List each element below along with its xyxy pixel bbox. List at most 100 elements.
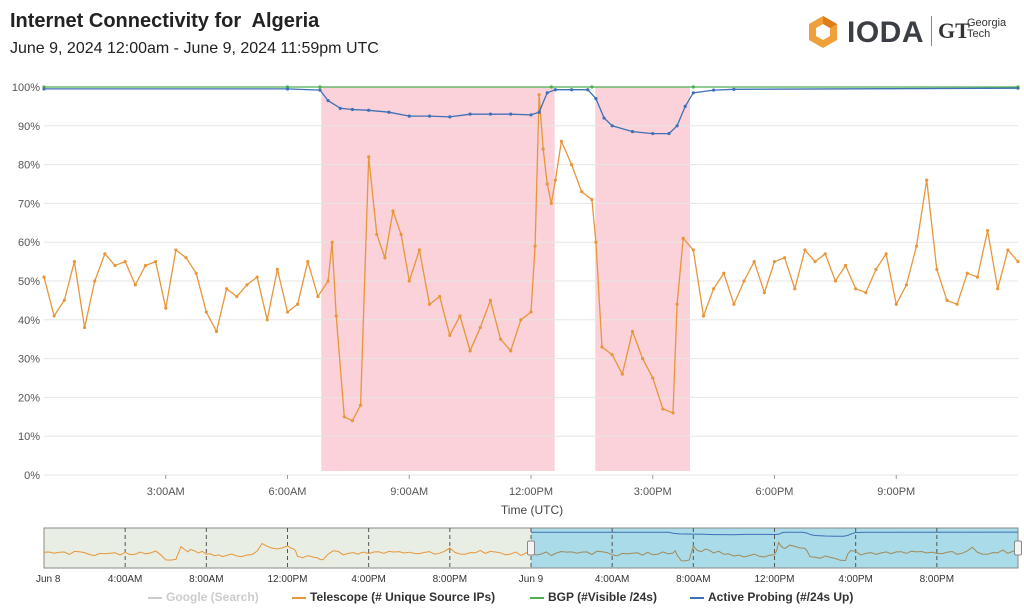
x-tick-label: 3:00PM — [634, 486, 672, 498]
data-point-telescope — [985, 228, 990, 233]
legend-item-telescope[interactable]: Telescope (# Unique Source IPs) — [292, 590, 495, 604]
data-point-telescope — [712, 287, 716, 291]
data-point-telescope — [641, 357, 645, 361]
data-point-telescope — [1006, 248, 1010, 252]
page-subtitle: June 9, 2024 12:00am - June 9, 2024 11:5… — [10, 40, 379, 57]
overview-handles — [527, 540, 1022, 556]
legend-label: Google (Search) — [166, 590, 259, 604]
data-point-active_probing — [691, 91, 695, 95]
data-point-telescope — [478, 325, 482, 330]
data-point-active_probing — [683, 104, 687, 108]
data-point-telescope — [772, 260, 777, 264]
overview-tick-label: 4:00AM — [108, 574, 142, 585]
data-point-active_probing — [732, 87, 736, 91]
legend-label: Active Probing (#/24s Up) — [708, 590, 854, 604]
main-chart[interactable]: 0% 10% 20% 30% 40% 50% 60% 70% 80% 90% 100% 3:00AM… — [0, 0, 1024, 525]
data-point-telescope — [103, 252, 107, 256]
data-point-active_probing — [350, 107, 355, 112]
data-point-active_probing — [545, 91, 549, 95]
data-point-telescope — [316, 294, 320, 299]
data-point-telescope — [651, 376, 655, 380]
data-point-telescope — [427, 302, 432, 306]
data-point-telescope — [399, 232, 403, 237]
alert-band-1 — [595, 87, 690, 471]
y-tick-label: 20% — [18, 392, 40, 404]
data-point-telescope — [553, 178, 557, 182]
data-point-telescope — [843, 263, 848, 268]
data-point-telescope — [391, 209, 395, 213]
y-axis-labels: 0% 10% 20% 30% 40% 50% 60% 70% 80% 90% 100% — [12, 82, 40, 482]
data-point-telescope — [358, 403, 363, 407]
data-point-telescope — [742, 279, 746, 283]
legend-item-bgp[interactable]: BGP (#Visible /24s) — [530, 590, 657, 604]
data-point-active_probing — [1016, 86, 1020, 90]
x-tick-label: 6:00PM — [756, 486, 794, 498]
data-point-telescope — [255, 275, 259, 279]
data-point-active_probing — [285, 87, 290, 91]
data-point-telescope — [1016, 260, 1020, 264]
legend-item-active_probing[interactable]: Active Probing (#/24s Up) — [690, 590, 853, 604]
overview-tick-label: 8:00PM — [433, 574, 467, 585]
overview-axis-labels: Jun 8 4:00AM 8:00AM 12:00PM 4:00PM 8:00PM Jun … — [36, 574, 954, 585]
data-point-telescope — [326, 279, 330, 283]
y-tick-label: 90% — [18, 121, 40, 133]
data-point-telescope — [448, 333, 452, 337]
logo-separator — [931, 16, 932, 46]
overview-tick-label: 4:00PM — [838, 574, 872, 585]
data-point-telescope — [975, 275, 980, 279]
overview-right-handle[interactable] — [1014, 540, 1022, 556]
data-point-active_probing — [675, 124, 679, 128]
data-point-telescope — [350, 419, 355, 423]
data-point-telescope — [417, 248, 421, 252]
data-point-telescope — [42, 275, 46, 279]
data-point-active_probing — [537, 110, 541, 114]
data-point-telescope — [498, 337, 503, 341]
data-point-telescope — [549, 201, 553, 205]
ioda-logo[interactable]: IODA GT Georgia Tech — [805, 12, 1015, 52]
data-point-telescope — [661, 407, 665, 411]
overview-tick-label: 8:00AM — [189, 574, 223, 585]
data-point-telescope — [965, 271, 969, 275]
x-axis-title: Time (UTC) — [501, 503, 563, 517]
data-point-active_probing — [569, 88, 574, 92]
legend-label: BGP (#Visible /24s) — [548, 590, 657, 604]
data-point-telescope — [762, 291, 766, 295]
data-point-telescope — [62, 298, 66, 302]
data-point-telescope — [691, 248, 695, 252]
alert-bands — [321, 87, 690, 471]
overview-left-handle[interactable] — [527, 540, 535, 556]
overview-tick-label: 4:00PM — [351, 574, 385, 585]
data-point-telescope — [752, 260, 756, 264]
overview-tick-label: 8:00PM — [920, 574, 954, 585]
data-point-telescope — [407, 279, 411, 283]
overview-navigator[interactable]: Jun 8 4:00AM 8:00AM 12:00PM 4:00PM 8:00PM Jun … — [0, 525, 1024, 585]
data-point-telescope — [945, 298, 949, 302]
data-point-telescope — [214, 329, 219, 334]
data-point-active_probing — [407, 114, 411, 118]
data-point-active_probing — [338, 106, 342, 110]
data-point-active_probing — [42, 87, 46, 91]
data-point-active_probing — [326, 98, 330, 103]
data-point-telescope — [813, 260, 817, 264]
data-point-bgp — [549, 85, 553, 89]
chart-series — [42, 85, 1020, 423]
data-point-telescope — [164, 306, 168, 310]
x-axis-labels: 3:00AM 6:00AM 9:00AM 12:00PM 3:00PM 6:00PM 9:0… — [147, 475, 915, 498]
data-point-telescope — [803, 248, 807, 252]
data-point-telescope — [864, 291, 868, 295]
data-point-telescope — [884, 252, 888, 256]
data-point-active_probing — [488, 112, 493, 116]
data-point-telescope — [265, 318, 269, 322]
data-point-telescope — [590, 197, 594, 202]
data-point-telescope — [458, 314, 462, 318]
data-point-telescope — [955, 302, 959, 306]
data-point-telescope — [580, 190, 584, 194]
data-point-telescope — [722, 271, 726, 275]
legend-item-google[interactable]: Google (Search) — [148, 590, 259, 604]
data-point-telescope — [545, 182, 549, 186]
page-title: Internet Connectivity for Algeria — [10, 10, 320, 32]
ioda-logo-icon — [809, 16, 837, 48]
data-point-telescope — [620, 372, 624, 376]
data-point-telescope — [225, 287, 229, 291]
x-tick-label: 9:00PM — [877, 486, 915, 498]
